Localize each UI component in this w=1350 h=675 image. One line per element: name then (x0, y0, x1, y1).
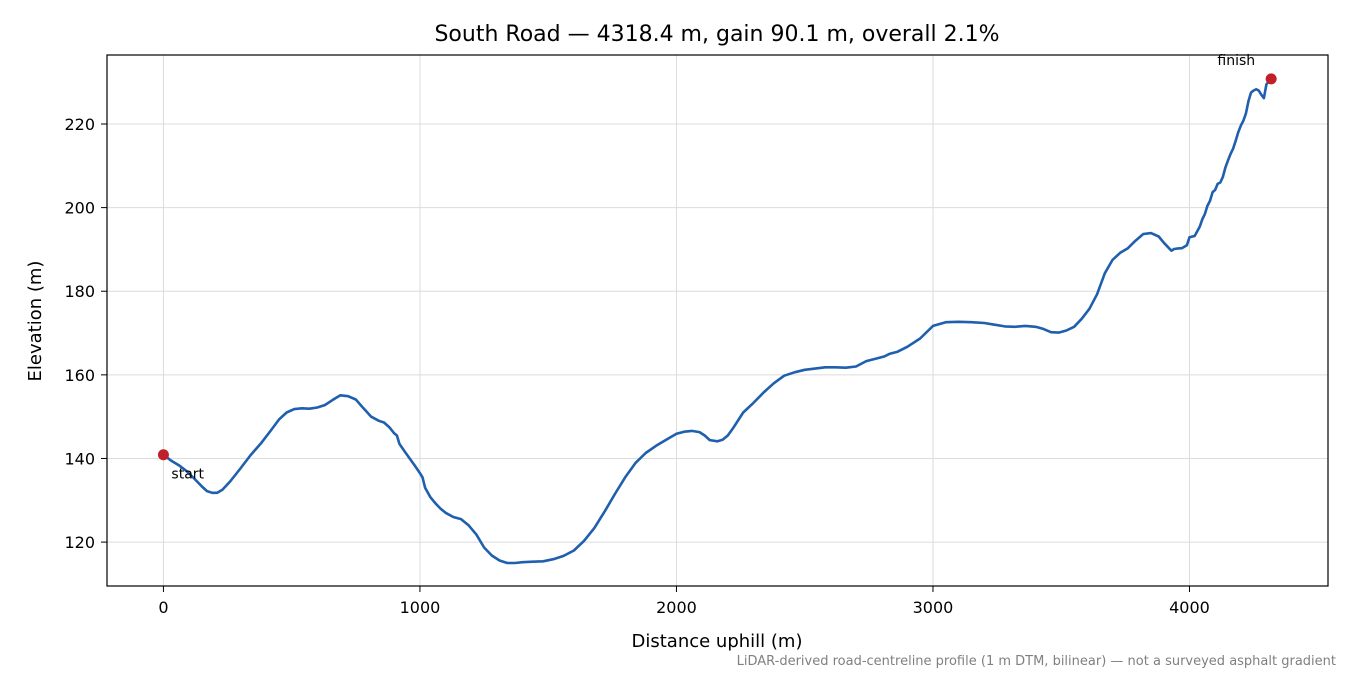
footnote: LiDAR-derived road-centreline profile (1… (737, 654, 1336, 669)
x-tick-label: 4000 (1169, 598, 1210, 617)
start-label: start (171, 467, 204, 483)
y-tick-label: 220 (64, 115, 95, 134)
y-axis-label: Elevation (m) (25, 261, 46, 382)
finish-marker (1265, 73, 1277, 85)
y-tick-label: 160 (64, 366, 95, 385)
y-tick-label: 200 (64, 199, 95, 218)
series-layer (162, 77, 1273, 565)
x-tick-label: 3000 (913, 598, 954, 617)
elevation-line (162, 77, 1273, 565)
grid (107, 55, 1328, 586)
finish-label: finish (1217, 53, 1255, 69)
start-marker (157, 449, 169, 461)
y-tick-label: 140 (64, 449, 95, 468)
x-axis-ticks: 0 1000 2000 3000 4000 (158, 586, 1210, 617)
x-tick-label: 2000 (656, 598, 697, 617)
marker-layer: start finish (157, 53, 1277, 483)
y-tick-label: 120 (64, 533, 95, 552)
x-tick-label: 0 (158, 598, 168, 617)
x-axis-label: Distance uphill (m) (632, 631, 803, 652)
plot-frame (106, 54, 1329, 587)
y-axis-ticks: 120 140 160 180 200 220 (64, 115, 107, 552)
chart-title: South Road — 4318.4 m, gain 90.1 m, over… (434, 22, 999, 47)
y-tick-label: 180 (64, 282, 95, 301)
x-tick-label: 1000 (400, 598, 441, 617)
